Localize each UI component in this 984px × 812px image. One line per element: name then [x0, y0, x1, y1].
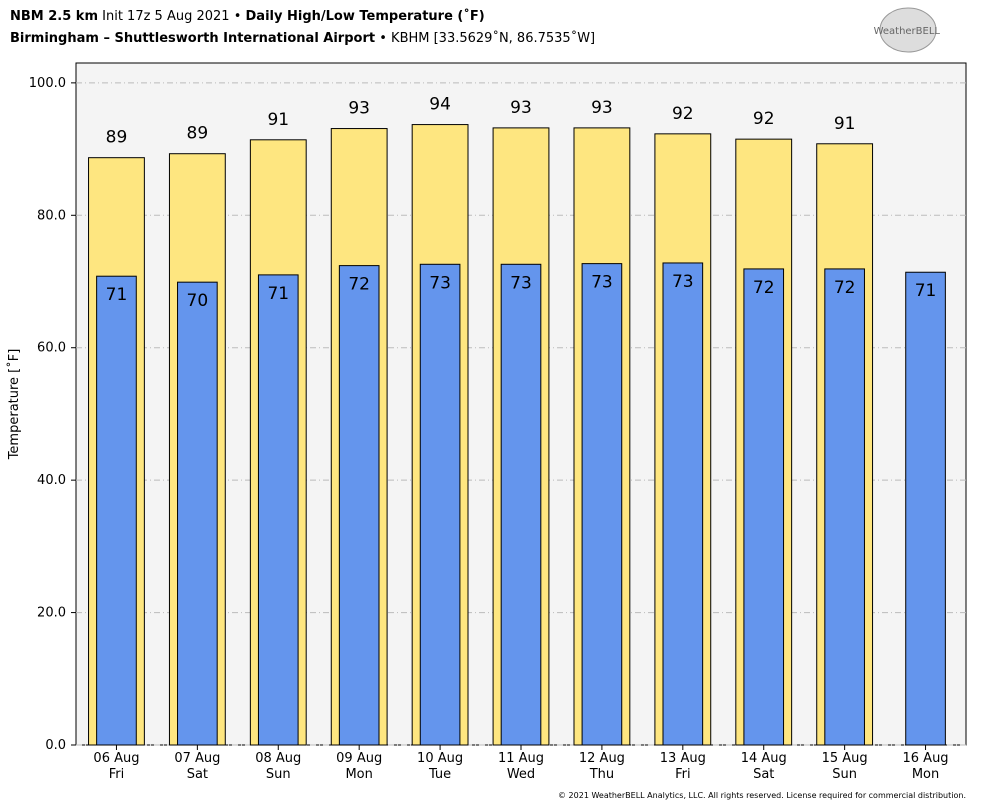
- x-tick-label: Thu: [589, 767, 614, 782]
- separator: •: [379, 31, 387, 46]
- x-tick-label: 16 Aug: [903, 751, 949, 766]
- model: NBM 2.5 km: [10, 9, 98, 24]
- value-label: 73: [429, 273, 451, 293]
- y-tick-label: 0.0: [45, 738, 66, 753]
- station-info: KBHM [33.5629˚N, 86.7535˚W]: [391, 30, 595, 46]
- bar: [662, 262, 704, 746]
- x-tick-label: Wed: [507, 767, 535, 782]
- value-label: 92: [672, 104, 694, 124]
- value-label: 89: [106, 128, 128, 148]
- x-tick-label: Sat: [187, 767, 208, 782]
- x-tick-label: 13 Aug: [660, 751, 706, 766]
- value-label: 93: [510, 98, 532, 118]
- x-tick-label: Sat: [753, 767, 774, 782]
- value-label: 73: [591, 273, 613, 293]
- value-label: 71: [267, 284, 289, 304]
- y-tick-label: 40.0: [37, 473, 66, 488]
- x-tick-label: 09 Aug: [336, 751, 382, 766]
- value-label: 71: [915, 281, 937, 301]
- x-tick-label: Fri: [109, 767, 125, 782]
- value-label: 91: [834, 114, 856, 134]
- logo-icon: [879, 7, 937, 53]
- x-tick-label: Sun: [832, 767, 857, 782]
- bar: [743, 268, 785, 746]
- y-tick-label: 20.0: [37, 606, 66, 621]
- x-tick-label: 11 Aug: [498, 751, 544, 766]
- x-tick-label: Sun: [266, 767, 291, 782]
- y-tick-label: 60.0: [37, 341, 66, 356]
- x-tick-label: 07 Aug: [174, 751, 220, 766]
- bar: [905, 271, 946, 746]
- value-label: 71: [106, 285, 128, 305]
- bar: [96, 275, 137, 746]
- footnote: © 2021 WeatherBELL Analytics, LLC. All r…: [558, 791, 966, 800]
- bar: [419, 263, 461, 746]
- value-label: 93: [591, 98, 613, 118]
- product: Daily High/Low Temperature (˚F): [246, 8, 485, 24]
- title-line-1: NBM 2.5 km Init 17z 5 Aug 2021 • Daily H…: [10, 8, 485, 24]
- separator: •: [234, 9, 242, 24]
- value-label: 70: [187, 291, 209, 311]
- x-tick-label: Fri: [675, 767, 691, 782]
- value-label: 72: [348, 275, 370, 295]
- value-label: 94: [429, 95, 451, 115]
- x-tick-label: Tue: [428, 767, 451, 782]
- value-label: 89: [187, 124, 209, 144]
- x-tick-label: 15 Aug: [822, 751, 868, 766]
- y-axis-label: Temperature [˚F]: [6, 349, 22, 461]
- value-label: 73: [510, 273, 532, 293]
- title-line-2: Birmingham – Shuttlesworth International…: [10, 30, 595, 46]
- x-tick-label: Mon: [912, 767, 939, 782]
- logo: WeatherBELL: [874, 26, 941, 37]
- init: Init 17z 5 Aug 2021: [102, 9, 229, 24]
- bar: [500, 263, 542, 746]
- x-tick-label: 12 Aug: [579, 751, 625, 766]
- value-label: 72: [753, 278, 775, 298]
- bar: [177, 281, 218, 746]
- value-label: 72: [834, 278, 856, 298]
- bar: [581, 263, 623, 746]
- value-label: 93: [348, 99, 370, 119]
- station: Birmingham – Shuttlesworth International…: [10, 31, 375, 46]
- bar: [257, 274, 299, 746]
- x-tick-label: 08 Aug: [255, 751, 301, 766]
- x-tick-label: Mon: [345, 767, 372, 782]
- value-label: 92: [753, 109, 775, 129]
- bar: [824, 268, 865, 746]
- x-tick-label: 06 Aug: [93, 751, 139, 766]
- value-label: 91: [267, 110, 289, 130]
- x-tick-label: 14 Aug: [741, 751, 787, 766]
- y-tick-label: 100.0: [29, 76, 66, 91]
- value-label: 73: [672, 272, 694, 292]
- x-tick-label: 10 Aug: [417, 751, 463, 766]
- y-tick-label: 80.0: [37, 208, 66, 223]
- bar: [338, 265, 380, 746]
